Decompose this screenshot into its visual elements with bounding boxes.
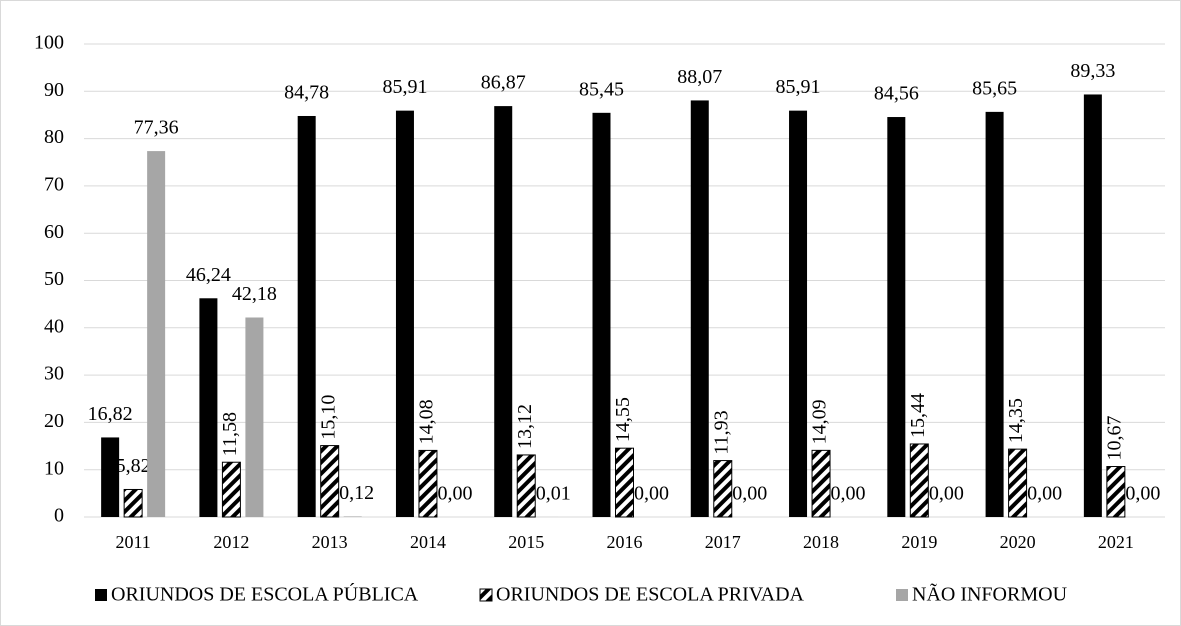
value-label: 84,78 [284,82,329,104]
value-label: 86,87 [481,72,526,94]
value-label: 0,00 [634,483,669,505]
x-tick-label: 2020 [1000,532,1036,552]
value-label: 0,01 [536,483,571,505]
value-label: 85,45 [579,78,624,100]
y-tick-label: 40 [44,315,64,337]
bar [418,449,438,518]
bar [147,151,166,517]
bar [297,115,316,517]
legend-label: ORIUNDOS DE ESCOLA PÚBLICA [111,582,419,606]
x-tick-label: 2019 [901,532,937,552]
value-label: 85,91 [776,76,821,98]
bar [101,437,120,517]
x-tick-label: 2018 [803,532,839,552]
value-label: 11,58 [219,412,241,456]
bar [909,443,929,518]
value-label: 42,18 [232,283,277,305]
bar [887,117,906,518]
x-tick-label: 2014 [410,532,446,552]
bar [592,112,611,517]
x-tick-label: 2011 [115,532,150,552]
bar [343,516,362,517]
value-label: 14,08 [416,399,438,444]
bar [320,445,340,518]
x-tick-label: 2016 [607,532,643,552]
value-label: 16,82 [88,403,133,425]
bar [690,100,709,518]
value-label: 14,55 [612,397,634,442]
x-tick-label: 2021 [1098,532,1134,552]
y-tick-label: 70 [44,173,64,195]
value-label: 15,44 [907,393,929,438]
bar [199,298,218,517]
value-label: 0,00 [1125,483,1160,505]
value-label: 85,91 [382,76,427,98]
bar [811,449,831,518]
bar [789,110,808,518]
bar [615,447,634,518]
y-tick-label: 80 [44,126,64,148]
legend-label: NÃO INFORMOU [912,582,1068,606]
value-label: 0,00 [1027,483,1062,505]
value-label: 0,00 [732,483,767,505]
y-tick-label: 50 [44,268,64,290]
bar [123,488,143,518]
legend-swatch [95,589,107,601]
value-label: 0,00 [929,483,964,505]
value-label: 13,12 [514,404,536,449]
bar [516,454,536,518]
value-label: 88,07 [677,66,722,88]
x-tick-label: 2013 [312,532,348,552]
value-label: 85,65 [972,77,1017,99]
value-label: 84,56 [874,83,919,105]
value-label: 11,93 [710,410,732,454]
value-label: 14,35 [1005,398,1027,443]
value-label: 10,67 [1103,416,1125,461]
value-label: 15,10 [317,395,339,440]
bar [395,110,414,518]
bar [1083,94,1102,517]
y-tick-label: 30 [44,363,64,385]
value-label: 5,82 [116,455,151,477]
legend-swatch [479,588,493,602]
value-label: 14,09 [809,399,831,444]
y-tick-label: 10 [44,457,64,479]
value-label: 0,12 [339,482,374,504]
value-label: 89,33 [1070,60,1115,82]
y-tick-label: 90 [44,79,64,101]
y-tick-label: 0 [54,505,64,527]
bar [985,111,1004,518]
value-label: 77,36 [134,117,179,139]
bar [245,317,264,517]
x-tick-label: 2012 [213,532,249,552]
x-tick-label: 2017 [705,532,741,552]
legend-label: ORIUNDOS DE ESCOLA PRIVADA [496,584,805,606]
value-label: 0,00 [437,483,472,505]
y-tick-label: 100 [34,32,64,54]
y-tick-label: 60 [44,221,64,243]
bar [1008,448,1028,518]
bar [221,461,241,518]
bar [713,460,733,518]
value-label: 46,24 [186,264,231,286]
y-tick-label: 20 [44,410,64,432]
bar [494,106,513,518]
legend-swatch [896,589,908,601]
x-tick-label: 2015 [508,532,544,552]
bar [1106,466,1126,518]
value-label: 0,00 [831,483,866,505]
